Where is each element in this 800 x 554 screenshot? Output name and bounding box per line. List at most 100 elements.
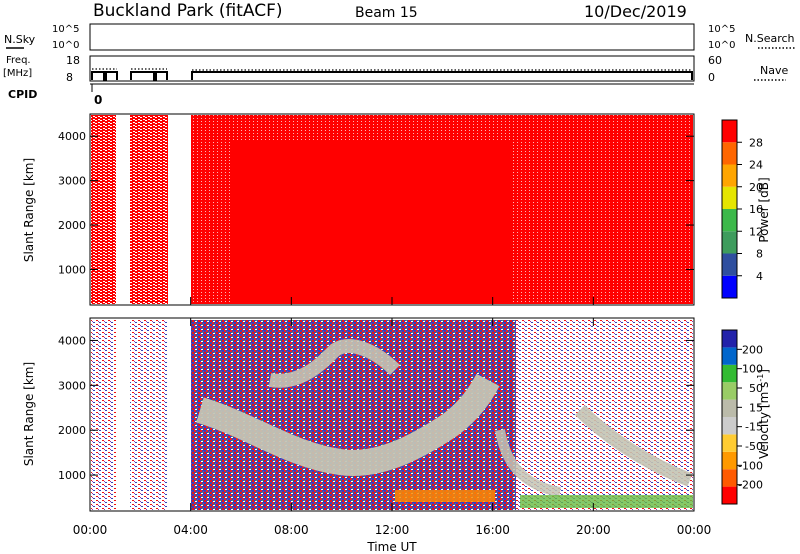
- velocity-colorbar-tick-label-1: 100: [742, 363, 763, 376]
- x-tick-label-5: 20:00: [576, 523, 611, 537]
- power-colorbar-swatch-6: [722, 142, 737, 165]
- velocity-colorbar: 200 100 50 15 -15 -50 -100 -200: [721, 329, 763, 505]
- nsky-label: N.Sky: [4, 33, 36, 46]
- velocity-colorbar-tick-label-7: -200: [738, 479, 763, 492]
- velocity-block-2: [130, 320, 168, 510]
- power-block-1: [91, 115, 116, 304]
- velocity-colorbar-swatch-9: [722, 330, 737, 348]
- velocity-y-axis: 4000 3000 2000 1000: [58, 334, 694, 482]
- power-colorbar-swatch-2: [722, 231, 737, 254]
- power-colorbar-swatch-3: [722, 209, 737, 232]
- x-tick-label-1: 04:00: [173, 523, 208, 537]
- power-colorbar-tick-label-1: 24: [749, 159, 763, 172]
- velocity-band-right: [575, 405, 693, 487]
- velocity-colorbar-swatch-2: [722, 451, 737, 470]
- velocity-colorbar-tick-label-2: 50: [749, 382, 763, 395]
- nsearch-label: N.Search: [745, 32, 795, 45]
- velocity-colorbar-swatch-6: [722, 382, 737, 400]
- power-y-axis: 4000 3000 2000 1000: [58, 130, 694, 276]
- power-colorbar-swatch-5: [722, 164, 737, 187]
- velocity-colorbar-swatch-3: [722, 434, 737, 452]
- cpid-value: 0: [94, 93, 102, 107]
- power-colorbar: 28 24 20 16 12 8 4: [721, 119, 763, 299]
- nsky-right-tick-top: 10^5: [708, 24, 735, 35]
- velocity-colorbar-label-sup: -1: [756, 374, 765, 382]
- freq-label: Freq.: [6, 55, 31, 66]
- power-colorbar-tick-label-2: 20: [749, 181, 763, 194]
- nsky-right-tick-bottom: 10^0: [708, 40, 735, 51]
- velocity-colorbar-tick-label-5: -50: [745, 440, 763, 453]
- velocity-ytick-label-0: 4000: [58, 334, 86, 347]
- velocity-colorbar-tick-label-0: 200: [742, 343, 763, 356]
- power-block-dense: [232, 140, 512, 304]
- velocity-ytick-label-2: 2000: [58, 424, 86, 437]
- velocity-block-4: [516, 320, 693, 510]
- velocity-ground-green: [520, 495, 693, 508]
- velocity-ytick-label-1: 3000: [58, 379, 86, 392]
- site-title: Buckland Park (fitACF): [93, 1, 283, 21]
- velocity-colorbar-swatch-4: [722, 417, 737, 435]
- nsky-tick-bottom: 10^0: [52, 40, 79, 51]
- power-ytick-label-3: 1000: [58, 263, 86, 276]
- velocity-heatmap: [91, 320, 693, 510]
- power-colorbar-swatch-4: [722, 186, 737, 209]
- power-colorbar-tick-label-0: 28: [749, 136, 763, 149]
- power-ytick-label-1: 3000: [58, 175, 86, 188]
- velocity-colorbar-tick-label-3: 15: [749, 401, 763, 414]
- power-colorbar-tick-label-4: 12: [749, 225, 763, 238]
- time-x-axis: 00:00 04:00 08:00 12:00 16:00 20:00 00:00: [73, 297, 712, 537]
- power-ytick-label-2: 2000: [58, 219, 86, 232]
- x-tick-label-6: 00:00: [677, 523, 712, 537]
- freq-tick-bottom: 8: [66, 71, 73, 84]
- velocity-ground-orange: [395, 490, 495, 502]
- velocity-colorbar-swatch-0: [722, 486, 737, 504]
- velocity-colorbar-tick-label-4: -15: [745, 421, 763, 434]
- nave-trace: [92, 68, 692, 71]
- velocity-colorbar-swatch-8: [722, 347, 737, 365]
- power-ytick-label-0: 4000: [58, 130, 86, 143]
- nave-tick-bottom: 0: [708, 71, 715, 84]
- velocity-colorbar-swatch-7: [722, 364, 737, 383]
- freq-unit-label: [MHz]: [3, 68, 32, 79]
- nave-tick-top: 60: [708, 54, 722, 67]
- velocity-ylabel: Slant Range [km]: [22, 362, 36, 466]
- freq-tick-top: 18: [66, 54, 80, 67]
- velocity-block-1: [91, 320, 116, 510]
- cpid-label: CPID: [8, 88, 37, 101]
- x-tick-label-3: 12:00: [375, 523, 410, 537]
- frequency-trace: [91, 71, 693, 81]
- power-colorbar-swatch-1: [722, 253, 737, 276]
- power-colorbar-tick-label-5: 8: [756, 248, 763, 261]
- power-heatmap: [91, 115, 693, 304]
- velocity-colorbar-tick-label-6: -100: [738, 459, 763, 472]
- x-axis-label: Time UT: [366, 540, 417, 554]
- velocity-colorbar-frame: [721, 329, 738, 505]
- power-colorbar-swatch-7: [722, 120, 737, 143]
- power-ylabel: Slant Range [km]: [22, 158, 36, 262]
- power-colorbar-tick-label-6: 4: [756, 270, 763, 283]
- velocity-colorbar-label-end: ]: [757, 369, 771, 374]
- velocity-colorbar-label-text: Velocity [m s: [757, 382, 771, 459]
- x-tick-label-2: 08:00: [274, 523, 309, 537]
- power-colorbar-label: Power [dB]: [757, 177, 771, 242]
- velocity-colorbar-swatch-1: [722, 469, 737, 487]
- power-colorbar-tick-label-3: 16: [749, 203, 763, 216]
- velocity-panel: 4000 3000 2000 1000 Slant Range [km] 200 100…: [22, 317, 771, 512]
- power-colorbar-swatch-0: [722, 275, 737, 298]
- beam-label: Beam 15: [355, 5, 418, 21]
- x-tick-label-4: 16:00: [475, 523, 510, 537]
- velocity-band-main: [196, 373, 500, 476]
- nsky-panel: [89, 23, 695, 51]
- nave-label: Nave: [760, 64, 788, 77]
- velocity-colorbar-label: Velocity [m s-1]: [756, 369, 771, 459]
- velocity-ytick-label-3: 1000: [58, 469, 86, 482]
- velocity-band-low: [495, 429, 561, 497]
- power-block-2: [130, 115, 168, 304]
- power-panel: 4000 3000 2000 1000 Slant Range [km] 28 24 20…: [22, 113, 771, 306]
- date-label: 10/Dec/2019: [584, 2, 687, 21]
- velocity-colorbar-swatch-5: [722, 399, 737, 417]
- freq-panel: [89, 55, 695, 82]
- nsky-tick-top: 10^5: [52, 24, 79, 35]
- x-tick-label-0: 00:00: [73, 523, 108, 537]
